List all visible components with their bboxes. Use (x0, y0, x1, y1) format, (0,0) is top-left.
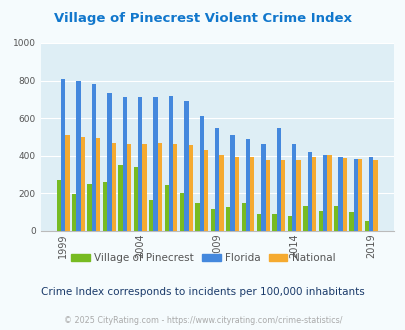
Bar (219, 155, 223, 231)
Bar (184, 101, 188, 231)
Bar (57, 180, 61, 231)
Text: Village of Pinecrest Violent Crime Index: Village of Pinecrest Violent Crime Index (54, 12, 351, 24)
Bar (349, 212, 353, 231)
Bar (364, 221, 368, 231)
Bar (76, 81, 81, 231)
Bar (303, 206, 307, 231)
Bar (342, 158, 346, 231)
Bar (111, 143, 115, 231)
Bar (234, 157, 239, 231)
Bar (261, 145, 265, 231)
Bar (326, 155, 331, 231)
Bar (138, 97, 142, 231)
Bar (265, 160, 269, 231)
Bar (179, 193, 184, 231)
Bar (226, 208, 230, 231)
Bar (173, 144, 177, 231)
Bar (195, 203, 199, 231)
Bar (92, 84, 96, 231)
Bar (337, 157, 342, 231)
Bar (230, 135, 234, 231)
Bar (215, 128, 219, 231)
Text: © 2025 CityRating.com - https://www.cityrating.com/crime-statistics/: © 2025 CityRating.com - https://www.city… (64, 315, 341, 325)
Bar (127, 144, 131, 231)
Bar (164, 185, 168, 231)
Bar (291, 144, 296, 231)
Bar (276, 128, 280, 231)
Bar (241, 203, 245, 231)
Bar (96, 138, 100, 231)
Bar (72, 194, 76, 231)
Bar (311, 157, 315, 231)
Bar (61, 79, 65, 231)
Bar (203, 150, 208, 231)
Bar (65, 135, 69, 231)
Bar (318, 211, 322, 231)
Bar (357, 159, 362, 231)
Bar (133, 167, 138, 231)
Bar (168, 96, 173, 231)
Bar (256, 214, 261, 231)
Text: Crime Index corresponds to incidents per 100,000 inhabitants: Crime Index corresponds to incidents per… (41, 287, 364, 297)
Bar (107, 93, 111, 231)
Bar (149, 200, 153, 231)
Bar (122, 97, 127, 231)
Bar (272, 214, 276, 231)
Bar (81, 137, 85, 231)
Bar (199, 116, 203, 231)
Bar (307, 152, 311, 231)
Bar (210, 209, 215, 231)
Bar (280, 159, 285, 231)
Bar (322, 155, 326, 231)
Bar (287, 216, 291, 231)
Bar (368, 157, 373, 231)
Bar (188, 146, 192, 231)
Bar (153, 96, 158, 231)
Bar (353, 159, 357, 231)
Bar (249, 157, 254, 231)
Legend: Village of Pinecrest, Florida, National: Village of Pinecrest, Florida, National (66, 249, 339, 267)
Bar (142, 144, 146, 231)
Bar (118, 165, 122, 231)
Bar (296, 160, 300, 231)
Bar (245, 139, 249, 231)
Bar (373, 159, 377, 231)
Bar (333, 206, 337, 231)
Bar (158, 143, 162, 231)
Bar (102, 182, 107, 231)
Bar (87, 184, 92, 231)
